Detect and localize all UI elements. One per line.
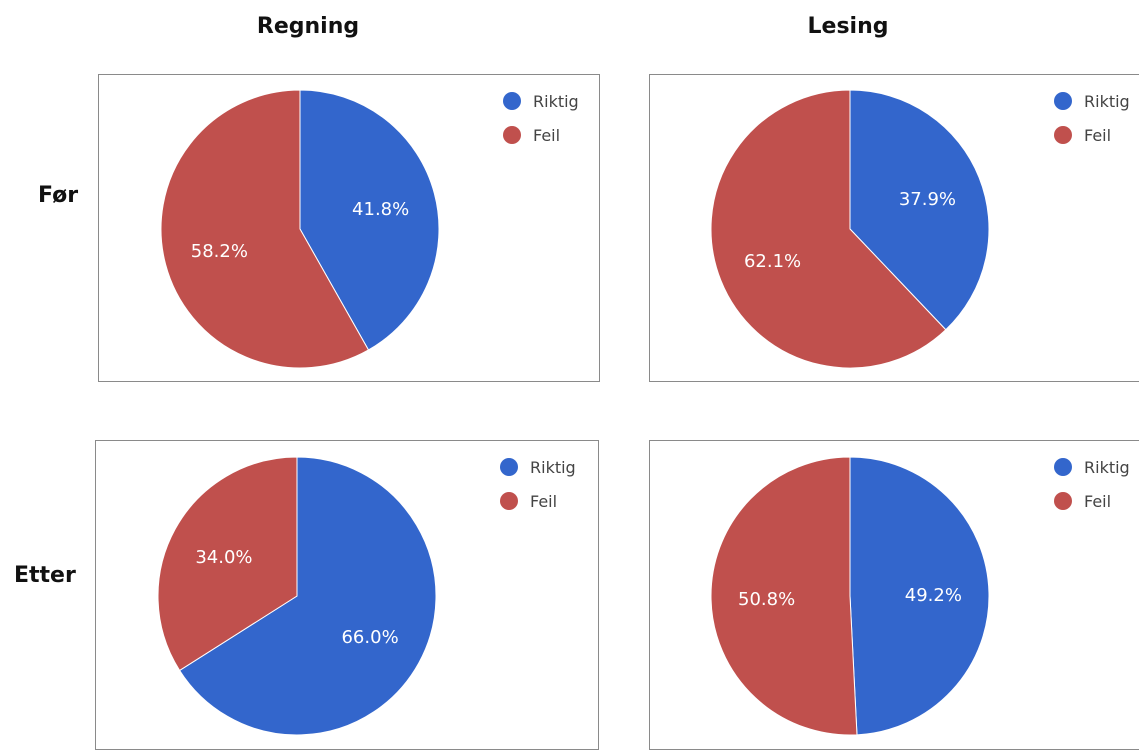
column-title-regning: Regning [256, 14, 360, 39]
legend-label: Riktig [530, 457, 576, 477]
pie-panel-regning-for: 41.8% 58.2% Riktig Feil [98, 74, 600, 382]
pie-legend: Riktig Feil [503, 91, 579, 159]
legend-item-feil[interactable]: Feil [500, 491, 576, 511]
pie-slice-label: 50.8% [738, 589, 795, 610]
pie-slice-label: 34.0% [195, 547, 252, 568]
pie-slice-label: 37.9% [899, 189, 956, 210]
pie-slice-feil[interactable] [710, 456, 858, 736]
pie-slice-riktig[interactable] [299, 89, 440, 351]
legend-label: Feil [533, 125, 561, 145]
legend-item-feil[interactable]: Feil [1054, 491, 1130, 511]
pie-legend: Riktig Feil [1054, 457, 1130, 525]
legend-item-riktig[interactable]: Riktig [1054, 91, 1130, 111]
pie-slice-label: 41.8% [352, 199, 409, 220]
legend-swatch-icon [1054, 92, 1072, 110]
pie-slice-feil[interactable] [710, 89, 947, 369]
pie-panel-lesing-etter: 49.2% 50.8% Riktig Feil [649, 440, 1139, 750]
legend-swatch-icon [500, 458, 518, 476]
pie-slice-label: 66.0% [341, 627, 398, 648]
pie-slice-label: 62.1% [744, 251, 801, 272]
legend-item-riktig[interactable]: Riktig [500, 457, 576, 477]
legend-label: Riktig [533, 91, 579, 111]
legend-swatch-icon [500, 492, 518, 510]
row-label-for: Før [38, 183, 79, 208]
pie-slice-feil[interactable] [160, 89, 370, 369]
pie-slice-feil[interactable] [157, 456, 298, 672]
pie-slice-riktig[interactable] [178, 456, 437, 736]
legend-item-riktig[interactable]: Riktig [1054, 457, 1130, 477]
legend-swatch-icon [1054, 458, 1072, 476]
legend-item-riktig[interactable]: Riktig [503, 91, 579, 111]
pie-slice-label: 49.2% [905, 585, 962, 606]
legend-item-feil[interactable]: Feil [1054, 125, 1130, 145]
pie-slice-label: 58.2% [191, 241, 248, 262]
pie-slice-riktig[interactable] [849, 456, 990, 736]
legend-swatch-icon [1054, 492, 1072, 510]
pie-legend: Riktig Feil [1054, 91, 1130, 159]
legend-swatch-icon [1054, 126, 1072, 144]
pie-chart-svg: 49.2% 50.8% [710, 456, 990, 736]
legend-swatch-icon [503, 126, 521, 144]
legend-label: Riktig [1084, 457, 1130, 477]
pie-chart-svg: 66.0% 34.0% [157, 456, 437, 736]
row-label-etter: Etter [14, 563, 76, 588]
pie-legend: Riktig Feil [500, 457, 576, 525]
legend-label: Feil [530, 491, 558, 511]
column-title-lesing: Lesing [807, 14, 889, 39]
pie-chart-svg: 41.8% 58.2% [160, 89, 440, 369]
pie-chart-svg: 37.9% 62.1% [710, 89, 990, 369]
legend-item-feil[interactable]: Feil [503, 125, 579, 145]
legend-swatch-icon [503, 92, 521, 110]
pie-panel-lesing-for: 37.9% 62.1% Riktig Feil [649, 74, 1139, 382]
legend-label: Feil [1084, 125, 1112, 145]
legend-label: Feil [1084, 491, 1112, 511]
pie-slice-riktig[interactable] [849, 89, 990, 331]
pie-panel-regning-etter: 66.0% 34.0% Riktig Feil [95, 440, 599, 750]
legend-label: Riktig [1084, 91, 1130, 111]
